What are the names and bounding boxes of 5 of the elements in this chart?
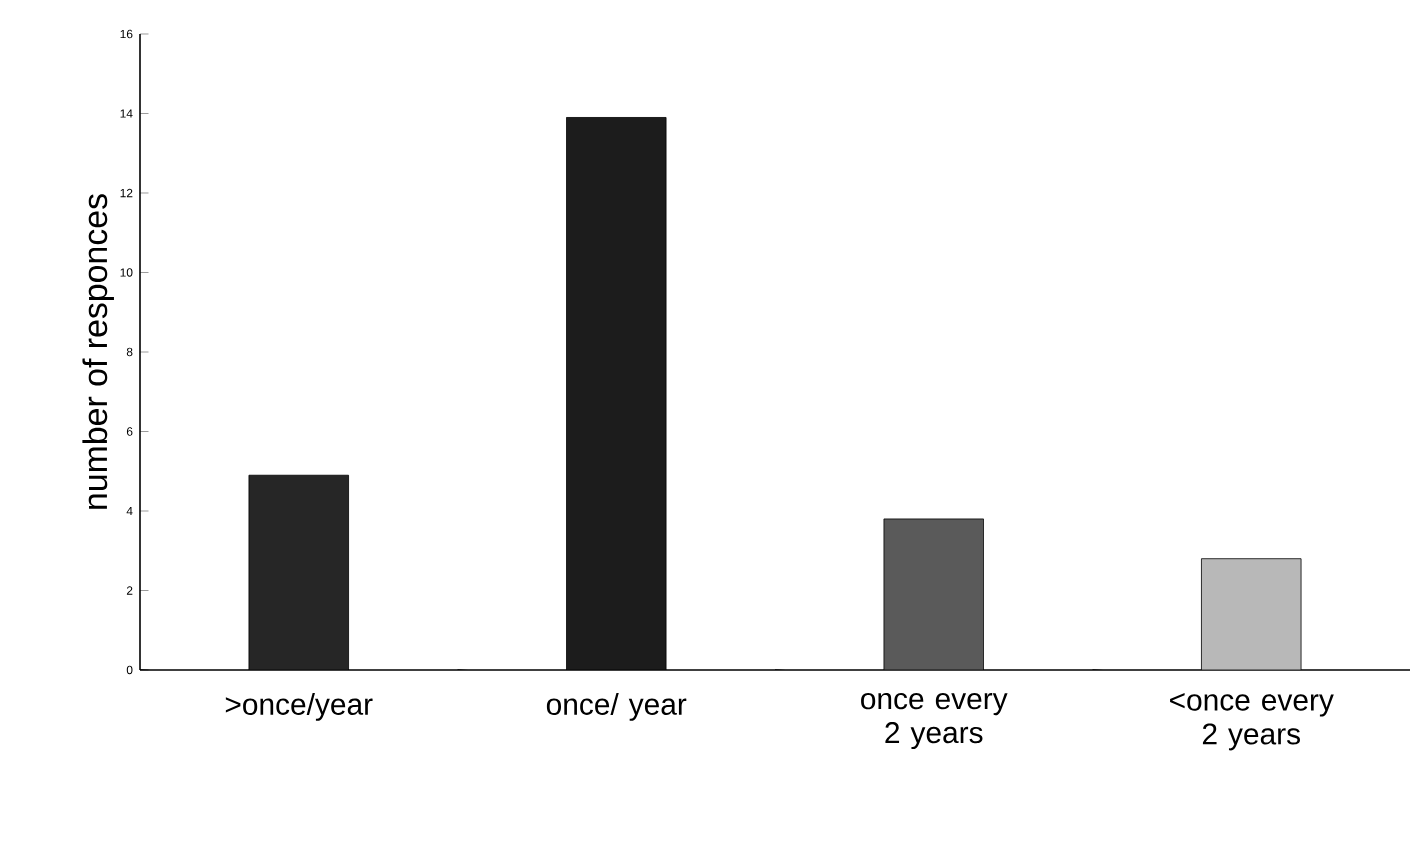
x-tick-label: >once/year bbox=[225, 692, 373, 721]
x-tick-label: <once every 2 years bbox=[1170, 693, 1334, 751]
y-axis-title: number of responces bbox=[82, 194, 114, 509]
x-tick-label: once every 2 years bbox=[861, 693, 1008, 750]
x-tick-label: once/ year bbox=[546, 692, 687, 721]
